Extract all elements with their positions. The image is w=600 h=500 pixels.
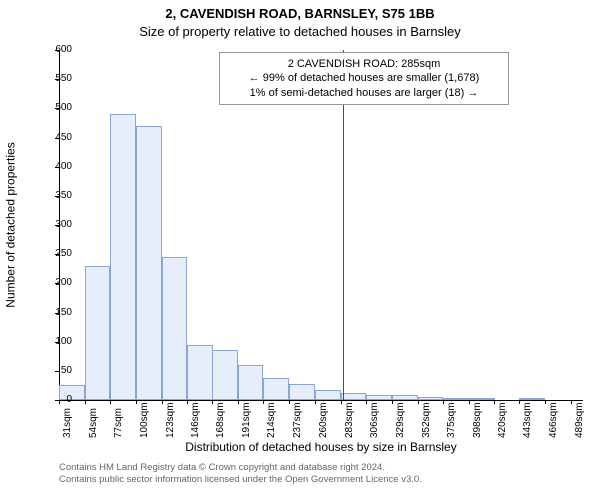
x-tick-mark bbox=[443, 400, 444, 404]
x-tick-label: 54sqm bbox=[88, 408, 99, 438]
histogram-bar bbox=[162, 257, 188, 400]
y-tick-mark bbox=[55, 167, 59, 168]
x-tick-label: 398sqm bbox=[472, 402, 483, 438]
y-tick-mark bbox=[55, 225, 59, 226]
annotation-line3: 1% of semi-detached houses are larger (1… bbox=[226, 86, 502, 100]
chart-title-main: 2, CAVENDISH ROAD, BARNSLEY, S75 1BB bbox=[0, 6, 600, 21]
copyright-line1: Contains HM Land Registry data © Crown c… bbox=[59, 462, 587, 474]
histogram-bar bbox=[443, 398, 469, 400]
x-tick-mark bbox=[366, 400, 367, 404]
x-tick-label: 191sqm bbox=[241, 402, 252, 438]
y-tick-mark bbox=[55, 138, 59, 139]
x-tick-label: 489sqm bbox=[574, 402, 585, 438]
x-axis-label: Distribution of detached houses by size … bbox=[59, 440, 583, 454]
x-tick-label: 77sqm bbox=[113, 408, 124, 438]
y-tick-mark bbox=[55, 342, 59, 343]
x-tick-label: 31sqm bbox=[62, 408, 73, 438]
y-tick-mark bbox=[55, 108, 59, 109]
chart-title-sub: Size of property relative to detached ho… bbox=[0, 24, 600, 39]
annotation-line1: 2 CAVENDISH ROAD: 285sqm bbox=[226, 57, 502, 71]
x-tick-mark bbox=[571, 400, 572, 404]
x-tick-mark bbox=[392, 400, 393, 404]
x-tick-label: 146sqm bbox=[190, 402, 201, 438]
x-tick-label: 168sqm bbox=[215, 402, 226, 438]
x-tick-label: 352sqm bbox=[421, 402, 432, 438]
y-tick-mark bbox=[55, 313, 59, 314]
x-tick-mark bbox=[469, 400, 470, 404]
y-tick-mark bbox=[55, 79, 59, 80]
histogram-bar bbox=[519, 398, 545, 400]
histogram-bar bbox=[289, 384, 315, 400]
histogram-bar bbox=[418, 397, 444, 401]
x-tick-label: 306sqm bbox=[369, 402, 380, 438]
y-tick-mark bbox=[55, 254, 59, 255]
y-tick-mark bbox=[55, 283, 59, 284]
x-tick-mark bbox=[494, 400, 495, 404]
x-tick-label: 260sqm bbox=[318, 402, 329, 438]
x-tick-mark bbox=[85, 400, 86, 404]
x-tick-label: 466sqm bbox=[548, 402, 559, 438]
histogram-bar bbox=[469, 398, 495, 400]
x-tick-mark bbox=[212, 400, 213, 404]
histogram-bar bbox=[136, 126, 162, 400]
x-tick-mark bbox=[315, 400, 316, 404]
y-tick-mark bbox=[55, 50, 59, 51]
x-tick-mark bbox=[59, 400, 60, 404]
x-tick-mark bbox=[263, 400, 264, 404]
histogram-bar bbox=[238, 365, 264, 400]
y-axis-label: Number of detached properties bbox=[4, 50, 18, 400]
histogram-bar bbox=[392, 395, 418, 400]
x-tick-mark bbox=[519, 400, 520, 404]
y-tick-mark bbox=[55, 196, 59, 197]
histogram-bar bbox=[263, 378, 289, 400]
x-tick-mark bbox=[545, 400, 546, 404]
x-tick-mark bbox=[162, 400, 163, 404]
histogram-bar bbox=[110, 114, 136, 400]
histogram-bar bbox=[212, 350, 238, 400]
histogram-bar bbox=[366, 395, 392, 400]
histogram-bar bbox=[187, 345, 213, 400]
x-tick-label: 123sqm bbox=[165, 402, 176, 438]
x-tick-label: 329sqm bbox=[395, 402, 406, 438]
histogram-bar bbox=[315, 390, 341, 401]
x-tick-mark bbox=[136, 400, 137, 404]
x-tick-mark bbox=[187, 400, 188, 404]
copyright-notice: Contains HM Land Registry data © Crown c… bbox=[59, 462, 587, 487]
x-tick-label: 100sqm bbox=[139, 402, 150, 438]
chart-area: 2 CAVENDISH ROAD: 285sqm ← 99% of detach… bbox=[59, 50, 583, 420]
histogram-bar bbox=[85, 266, 111, 400]
y-tick-mark bbox=[55, 371, 59, 372]
x-tick-label: 375sqm bbox=[446, 402, 457, 438]
x-tick-mark bbox=[289, 400, 290, 404]
x-tick-mark bbox=[341, 400, 342, 404]
x-tick-label: 237sqm bbox=[292, 402, 303, 438]
copyright-line2: Contains public sector information licen… bbox=[59, 474, 587, 486]
x-tick-mark bbox=[238, 400, 239, 404]
x-tick-mark bbox=[418, 400, 419, 404]
x-tick-label: 283sqm bbox=[344, 402, 355, 438]
x-tick-label: 420sqm bbox=[497, 402, 508, 438]
annotation-box: 2 CAVENDISH ROAD: 285sqm ← 99% of detach… bbox=[219, 52, 509, 105]
annotation-line2: ← 99% of detached houses are smaller (1,… bbox=[226, 71, 502, 85]
histogram-bar bbox=[341, 393, 367, 400]
x-tick-label: 443sqm bbox=[522, 402, 533, 438]
x-tick-mark bbox=[110, 400, 111, 404]
x-tick-label: 214sqm bbox=[266, 402, 277, 438]
